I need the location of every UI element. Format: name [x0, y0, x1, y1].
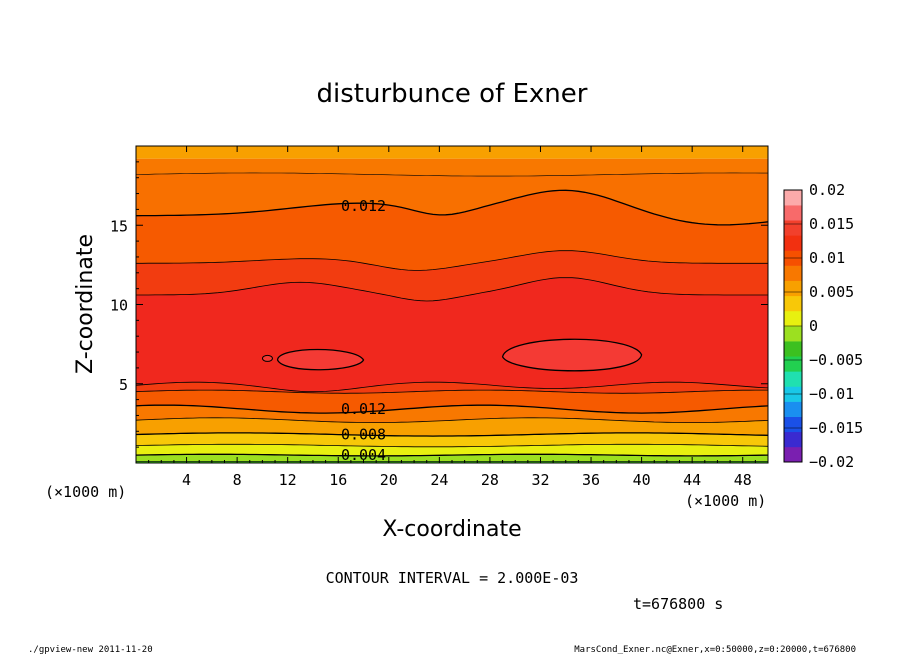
contour-band [136, 382, 768, 394]
chart-title: disturbunce of Exner [317, 79, 588, 109]
y-tick-label: 10 [110, 297, 128, 315]
max-region-contour [501, 338, 643, 372]
x-tick-label: 36 [582, 471, 600, 489]
contour-label: 0.008 [341, 425, 386, 443]
colorbar-tick-label: 0.005 [809, 283, 854, 301]
colorbar-swatch [784, 401, 802, 417]
x-unit-right: (×1000 m) [685, 492, 766, 510]
max-region [502, 339, 642, 371]
colorbar-swatch [784, 235, 802, 251]
contour-band [136, 146, 768, 159]
contour-line [136, 443, 768, 448]
colorbar-swatch [784, 341, 802, 357]
x-tick-label: 40 [633, 471, 651, 489]
colorbar-tick-label: 0 [809, 317, 818, 335]
y-axis-label: Z-coordinate [73, 234, 98, 374]
contour-band [136, 444, 768, 456]
x-tick-label: 48 [734, 471, 752, 489]
contour-band [136, 390, 768, 414]
contour-band [136, 417, 768, 437]
contour-fills [136, 146, 768, 463]
colorbar-tick-label: −0.02 [809, 453, 854, 471]
contour-band [136, 172, 768, 225]
contour-band [136, 432, 768, 447]
colorbar-swatch [784, 265, 802, 281]
contour-line [136, 277, 768, 302]
colorbar-tick-label: −0.015 [809, 419, 863, 437]
colorbar-swatch [784, 446, 802, 463]
colorbar-swatch [784, 416, 802, 433]
x-tick-label: 4 [182, 471, 191, 489]
colorbar-swatch [784, 295, 802, 312]
contour-band [136, 250, 768, 301]
y-axis: 5 10 15 [110, 161, 768, 448]
small-max-contour [261, 354, 273, 362]
y-tick-label: 5 [119, 376, 128, 394]
contour-band [136, 190, 768, 271]
contour-line [136, 189, 768, 226]
contour-line [136, 172, 768, 177]
time-label: t=676800 s [633, 595, 723, 613]
colorbar-swatch [784, 220, 802, 236]
max-region [277, 349, 364, 370]
contour-line [136, 250, 768, 271]
contour-label: 0.004 [341, 446, 386, 464]
x-unit-left: (×1000 m) [45, 483, 126, 501]
colorbar-tick-label: 0.02 [809, 181, 845, 199]
x-tick-label: 24 [430, 471, 448, 489]
x-tick-label: 44 [683, 471, 701, 489]
max-region-contour [276, 348, 365, 371]
x-tick-label: 12 [279, 471, 297, 489]
footer-left: ./gpview-new 2011-11-20 [28, 645, 153, 654]
colorbar-tick-label: −0.01 [809, 385, 854, 403]
colorbar-swatch [784, 190, 802, 206]
contour-interval: CONTOUR INTERVAL = 2.000E-03 [326, 569, 579, 587]
x-tick-label: 16 [329, 471, 347, 489]
x-tick-label: 20 [380, 471, 398, 489]
x-axis-label: X-coordinate [382, 517, 521, 542]
x-tick-label: 28 [481, 471, 499, 489]
colorbar: 0.02 0.015 0.01 0.005 0 −0.005 −0.01 −0.015 −0.0… [783, 181, 863, 471]
contour-label: 0.012 [341, 400, 386, 418]
y-tick-label: 15 [110, 217, 128, 235]
contour-labels: 0.012 0.012 0.008 0.004 [341, 197, 386, 464]
contour-line [136, 381, 768, 393]
footer-right: MarsCond_Exner.nc@Exner,x=0:50000,z=0:20… [574, 645, 856, 654]
contour-band [136, 405, 768, 423]
contour-line [136, 389, 768, 394]
contour-line [136, 453, 768, 457]
colorbar-swatch [784, 431, 802, 448]
contour-band [136, 454, 768, 462]
x-tick-label: 8 [233, 471, 242, 489]
colorbar-tick-label: 0.015 [809, 215, 854, 233]
colorbar-swatch [784, 326, 802, 342]
x-axis: 4 8 12 16 20 24 28 32 36 40 44 48 [148, 146, 756, 489]
colorbar-swatch [784, 371, 802, 387]
contour-label: 0.012 [341, 197, 386, 215]
colorbar-tick-label: 0.01 [809, 249, 845, 267]
colorbar-swatch [784, 356, 802, 372]
colorbar-swatch [784, 205, 802, 221]
x-tick-label: 32 [531, 471, 549, 489]
contour-line [136, 417, 768, 423]
contour-line [136, 404, 768, 414]
colorbar-swatch [784, 310, 802, 327]
contour-lines [136, 172, 768, 462]
contour-band [136, 158, 768, 177]
contour-line [136, 432, 768, 437]
colorbar-tick-label: −0.005 [809, 351, 863, 369]
colorbar-swatch [784, 280, 802, 297]
